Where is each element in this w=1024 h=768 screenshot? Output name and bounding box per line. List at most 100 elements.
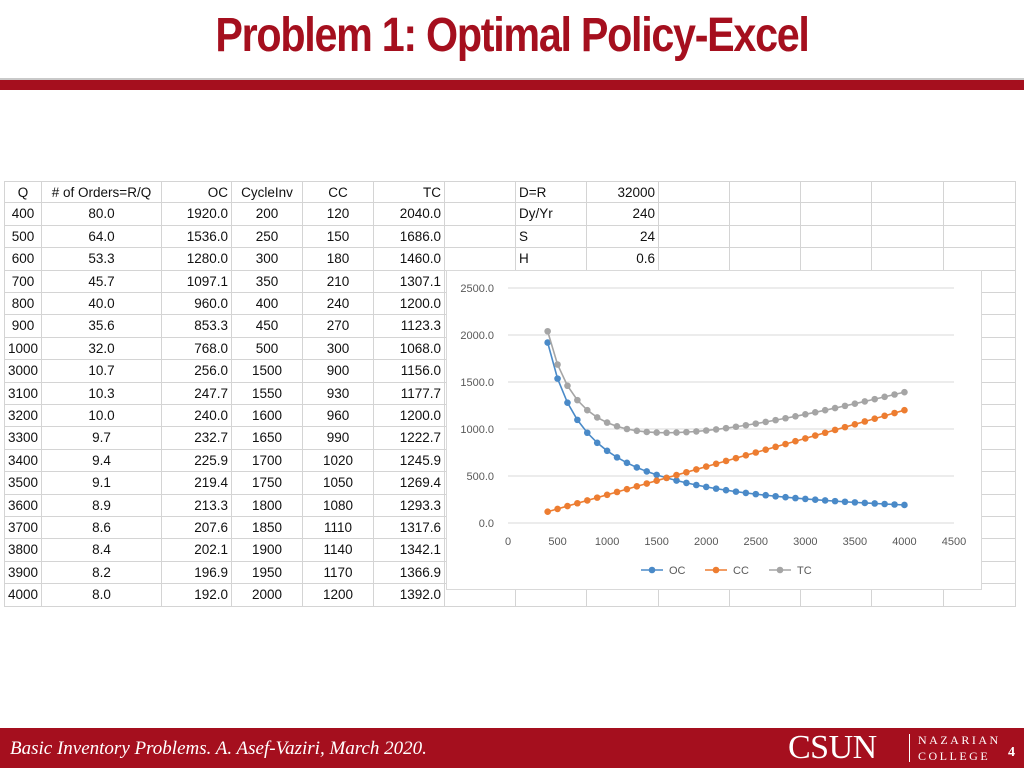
table-cell[interactable]: 1650 <box>232 427 303 450</box>
table-cell[interactable]: 3400 <box>4 449 42 473</box>
table-cell[interactable]: 960 <box>303 405 374 428</box>
sheet-cell[interactable] <box>445 203 516 226</box>
table-cell[interactable]: 35.6 <box>42 315 162 338</box>
table-cell[interactable]: 180 <box>303 248 374 271</box>
table-cell[interactable]: 8.6 <box>42 517 162 540</box>
table-cell[interactable]: 350 <box>232 270 303 293</box>
table-cell[interactable]: 900 <box>4 315 42 338</box>
table-cell[interactable]: 1097.1 <box>162 270 232 293</box>
table-cell[interactable]: 196.9 <box>162 561 232 585</box>
table-cell[interactable]: 3000 <box>4 360 42 383</box>
table-cell[interactable]: 45.7 <box>42 270 162 293</box>
table-cell[interactable]: 1156.0 <box>374 360 445 383</box>
table-cell[interactable]: 1123.3 <box>374 315 445 338</box>
table-cell[interactable]: 1920.0 <box>162 203 232 226</box>
table-cell[interactable]: 3100 <box>4 382 42 405</box>
sheet-cell[interactable] <box>659 181 730 204</box>
table-cell[interactable]: 8.9 <box>42 494 162 517</box>
sheet-cell[interactable] <box>445 225 516 249</box>
table-cell[interactable]: 1110 <box>303 517 374 540</box>
table-cell[interactable]: 600 <box>4 248 42 271</box>
param-value-cell[interactable]: 24 <box>587 225 659 249</box>
table-cell[interactable]: 500 <box>232 337 303 361</box>
table-cell[interactable]: 10.3 <box>42 382 162 405</box>
table-cell[interactable]: 213.3 <box>162 494 232 517</box>
table-cell[interactable]: 9.7 <box>42 427 162 450</box>
sheet-cell[interactable] <box>872 248 944 271</box>
sheet-cell[interactable] <box>516 584 587 607</box>
sheet-cell[interactable] <box>801 203 872 226</box>
sheet-cell[interactable] <box>730 203 801 226</box>
table-cell[interactable]: 247.7 <box>162 382 232 405</box>
table-cell[interactable]: 1293.3 <box>374 494 445 517</box>
table-header-cell[interactable]: Q <box>4 181 42 204</box>
table-cell[interactable]: 2040.0 <box>374 203 445 226</box>
table-cell[interactable]: 990 <box>303 427 374 450</box>
table-cell[interactable]: 219.4 <box>162 472 232 495</box>
table-cell[interactable]: 960.0 <box>162 293 232 316</box>
table-cell[interactable]: 3200 <box>4 405 42 428</box>
table-cell[interactable]: 853.3 <box>162 315 232 338</box>
table-cell[interactable]: 450 <box>232 315 303 338</box>
table-cell[interactable]: 1750 <box>232 472 303 495</box>
sheet-cell[interactable] <box>872 225 944 249</box>
table-cell[interactable]: 240 <box>303 293 374 316</box>
table-cell[interactable]: 1686.0 <box>374 225 445 249</box>
sheet-cell[interactable] <box>872 203 944 226</box>
table-cell[interactable]: 1068.0 <box>374 337 445 361</box>
table-cell[interactable]: 1500 <box>232 360 303 383</box>
sheet-cell[interactable] <box>944 181 1016 204</box>
table-cell[interactable]: 768.0 <box>162 337 232 361</box>
sheet-cell[interactable] <box>801 584 872 607</box>
table-cell[interactable]: 1900 <box>232 539 303 562</box>
table-cell[interactable]: 250 <box>232 225 303 249</box>
table-header-cell[interactable]: TC <box>374 181 445 204</box>
table-cell[interactable]: 1020 <box>303 449 374 473</box>
sheet-cell[interactable] <box>944 248 1016 271</box>
table-header-cell[interactable]: # of Orders=R/Q <box>42 181 162 204</box>
table-cell[interactable]: 3800 <box>4 539 42 562</box>
table-cell[interactable]: 32.0 <box>42 337 162 361</box>
table-cell[interactable]: 150 <box>303 225 374 249</box>
table-cell[interactable]: 8.2 <box>42 561 162 585</box>
table-cell[interactable]: 300 <box>303 337 374 361</box>
table-cell[interactable]: 1460.0 <box>374 248 445 271</box>
table-cell[interactable]: 1392.0 <box>374 584 445 607</box>
table-cell[interactable]: 1307.1 <box>374 270 445 293</box>
sheet-cell[interactable] <box>659 584 730 607</box>
table-cell[interactable]: 1200 <box>303 584 374 607</box>
table-cell[interactable]: 9.1 <box>42 472 162 495</box>
sheet-cell[interactable] <box>801 181 872 204</box>
table-cell[interactable]: 1950 <box>232 561 303 585</box>
table-cell[interactable]: 1366.9 <box>374 561 445 585</box>
table-cell[interactable]: 1280.0 <box>162 248 232 271</box>
table-cell[interactable]: 700 <box>4 270 42 293</box>
table-cell[interactable]: 800 <box>4 293 42 316</box>
table-cell[interactable]: 232.7 <box>162 427 232 450</box>
table-cell[interactable]: 1317.6 <box>374 517 445 540</box>
table-cell[interactable]: 80.0 <box>42 203 162 226</box>
table-cell[interactable]: 3700 <box>4 517 42 540</box>
table-cell[interactable]: 9.4 <box>42 449 162 473</box>
sheet-cell[interactable] <box>872 181 944 204</box>
sheet-cell[interactable] <box>801 248 872 271</box>
table-cell[interactable]: 207.6 <box>162 517 232 540</box>
sheet-cell[interactable] <box>659 225 730 249</box>
table-cell[interactable]: 64.0 <box>42 225 162 249</box>
sheet-cell[interactable] <box>730 248 801 271</box>
sheet-cell[interactable] <box>659 248 730 271</box>
table-header-cell[interactable]: CycleInv <box>232 181 303 204</box>
param-value-cell[interactable]: 240 <box>587 203 659 226</box>
sheet-cell[interactable] <box>944 225 1016 249</box>
table-cell[interactable]: 53.3 <box>42 248 162 271</box>
table-cell[interactable]: 1140 <box>303 539 374 562</box>
param-label-cell[interactable]: Dy/Yr <box>516 203 587 226</box>
sheet-cell[interactable] <box>445 248 516 271</box>
table-cell[interactable]: 3600 <box>4 494 42 517</box>
table-cell[interactable]: 10.7 <box>42 360 162 383</box>
table-cell[interactable]: 1850 <box>232 517 303 540</box>
table-cell[interactable]: 1550 <box>232 382 303 405</box>
table-cell[interactable]: 120 <box>303 203 374 226</box>
sheet-cell[interactable] <box>872 584 944 607</box>
sheet-cell[interactable] <box>944 203 1016 226</box>
